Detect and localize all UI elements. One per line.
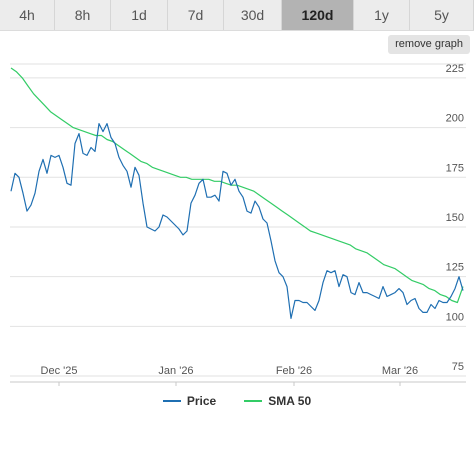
legend-label-price: Price: [186, 394, 217, 408]
y-tick-label: 100: [446, 311, 464, 323]
y-tick-label: 225: [446, 63, 464, 75]
tab-120d[interactable]: 120d: [282, 0, 354, 30]
x-tick-label: Mar '26: [382, 365, 418, 377]
tab-1d[interactable]: 1d: [111, 0, 168, 30]
tab-30d[interactable]: 30d: [224, 0, 282, 30]
price-swatch: [162, 400, 181, 402]
y-tick-label: 175: [446, 162, 464, 174]
sma-swatch: [244, 400, 263, 402]
y-tick-label: 75: [452, 361, 464, 373]
tab-8h[interactable]: 8h: [55, 0, 111, 30]
price-line: [10, 122, 464, 319]
y-tick-label: 125: [446, 262, 464, 274]
x-tick-label: Dec '25: [41, 365, 78, 377]
chart-legend: Price SMA 50: [0, 392, 474, 410]
legend-item-price[interactable]: Price: [162, 394, 217, 408]
x-tick-label: Feb '26: [276, 365, 312, 377]
remove-graph-button[interactable]: remove graph: [388, 35, 470, 54]
y-tick-label: 200: [446, 113, 464, 125]
x-tick-label: Jan '26: [158, 365, 193, 377]
legend-label-sma: SMA 50: [268, 394, 312, 408]
tab-1y[interactable]: 1y: [354, 0, 410, 30]
timeframe-tabs: 4h 8h 1d 7d 30d 120d 1y 5y: [0, 0, 474, 31]
tab-7d[interactable]: 7d: [168, 0, 224, 30]
legend-item-sma[interactable]: SMA 50: [244, 394, 311, 408]
tab-4h[interactable]: 4h: [0, 0, 55, 30]
y-tick-label: 150: [446, 212, 464, 224]
